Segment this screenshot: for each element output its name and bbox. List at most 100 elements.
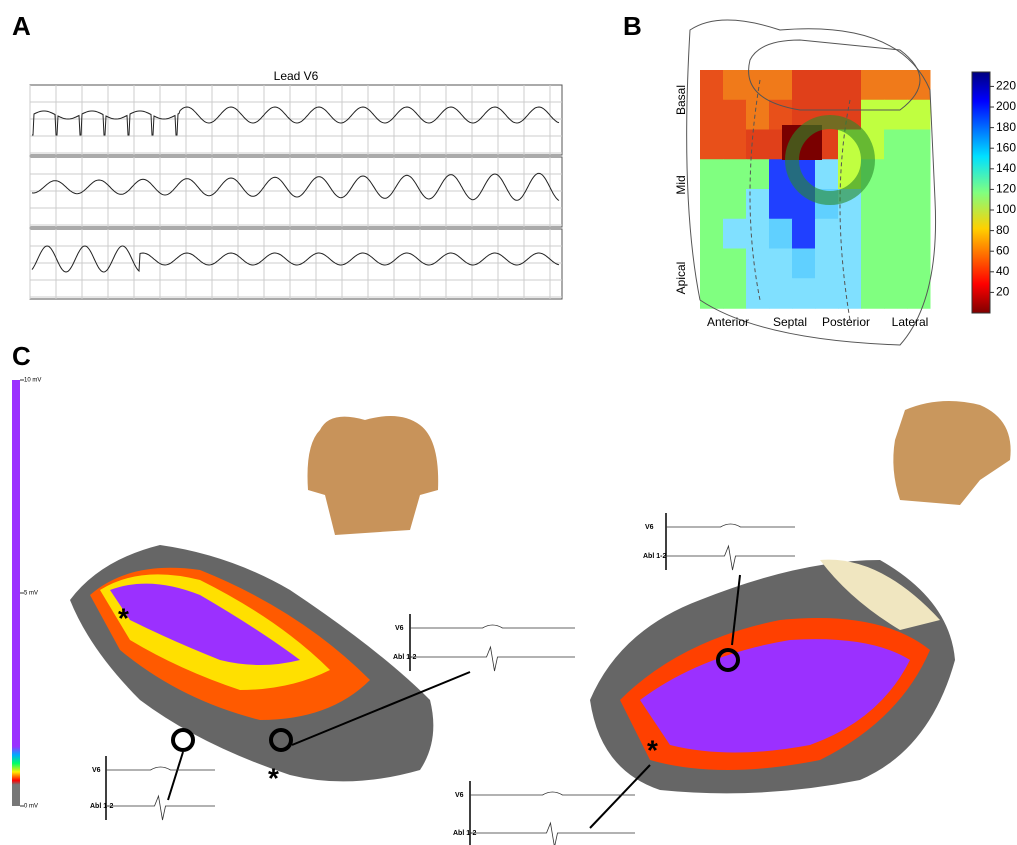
inset-trace xyxy=(410,625,575,628)
map-cell xyxy=(700,249,724,280)
ecg-strip xyxy=(30,157,562,227)
scale-tick-label: 10 mV xyxy=(24,378,41,384)
ecg-panel xyxy=(30,85,562,299)
colorbar-tick-label: 20 xyxy=(996,285,1010,299)
map-cell xyxy=(792,70,816,101)
colorbar-tick-label: 160 xyxy=(996,140,1016,154)
map-cell xyxy=(746,130,770,161)
torso xyxy=(308,401,1011,535)
lead-label: V6 xyxy=(645,524,654,531)
map-cell xyxy=(700,278,724,309)
map-cell xyxy=(700,189,724,220)
svg-text:*: * xyxy=(118,602,129,633)
ecg-strip xyxy=(30,85,562,155)
svg-text:*: * xyxy=(268,762,279,793)
panel-label: A xyxy=(12,11,31,41)
map-cell xyxy=(723,249,747,280)
map-cell xyxy=(700,100,724,131)
map-cell xyxy=(700,219,724,250)
scale-tick-label: 0 mV xyxy=(24,804,38,810)
map-cell xyxy=(723,278,747,309)
map-cell xyxy=(838,249,862,280)
map-cell xyxy=(792,249,816,280)
map-cell xyxy=(907,219,931,250)
lead-label: V6 xyxy=(395,625,404,632)
lead-label: V6 xyxy=(92,767,101,774)
map-cell xyxy=(792,278,816,309)
map-cell xyxy=(723,189,747,220)
colorbar-tick-label: 220 xyxy=(996,79,1016,93)
map-cell xyxy=(815,159,839,190)
map-cell xyxy=(746,159,770,190)
inset-trace xyxy=(106,796,215,820)
column-label: Anterior xyxy=(707,315,749,329)
map-cell xyxy=(769,70,793,101)
map-cell xyxy=(769,278,793,309)
map-cell xyxy=(861,249,885,280)
map-cell xyxy=(700,159,724,190)
panel-label: C xyxy=(12,341,31,371)
map-cell xyxy=(907,159,931,190)
map-cell xyxy=(769,219,793,250)
inset-trace xyxy=(666,546,795,570)
map-cell xyxy=(884,249,908,280)
map-cell xyxy=(861,189,885,220)
colorbar-tick-label: 120 xyxy=(996,182,1016,196)
map-cell xyxy=(861,219,885,250)
map-cell xyxy=(884,278,908,309)
lead-label: V6 xyxy=(455,792,464,799)
map-cell xyxy=(723,130,747,161)
voltage-map xyxy=(70,545,955,793)
colorbar-tick-label: 140 xyxy=(996,161,1016,175)
map-cell xyxy=(838,278,862,309)
map-cell xyxy=(700,70,724,101)
map-cell xyxy=(861,100,885,131)
panel-label: B xyxy=(623,11,642,41)
map-cell xyxy=(792,219,816,250)
map-cell xyxy=(746,100,770,131)
map-cell xyxy=(746,278,770,309)
inset-trace xyxy=(666,524,795,527)
map-cell xyxy=(723,70,747,101)
column-label: Septal xyxy=(773,315,807,329)
map-cell xyxy=(838,219,862,250)
map-cell xyxy=(746,249,770,280)
map-cell xyxy=(861,70,885,101)
ecg-trace xyxy=(32,173,559,200)
map-cell xyxy=(815,249,839,280)
svg-text:*: * xyxy=(647,734,658,765)
map-cell xyxy=(884,130,908,161)
figure: A B C Lead V6 Basal Mid Apical Anterior … xyxy=(0,0,1017,845)
map-cell xyxy=(861,278,885,309)
colorbar-tick-label: 60 xyxy=(996,243,1010,257)
column-label: Lateral xyxy=(892,315,929,329)
inset-trace xyxy=(410,647,575,671)
map-cell xyxy=(884,159,908,190)
inset-trace xyxy=(470,792,635,795)
map-cell xyxy=(884,219,908,250)
map-cell xyxy=(907,70,931,101)
map-cell xyxy=(723,159,747,190)
row-label: Mid xyxy=(674,175,688,194)
lead-label: Abl 1-2 xyxy=(643,553,666,560)
map-cell xyxy=(907,100,931,131)
colorbar xyxy=(972,72,990,313)
map-cell xyxy=(884,70,908,101)
map-cell xyxy=(838,70,862,101)
map-cell xyxy=(907,249,931,280)
row-label: Basal xyxy=(674,85,688,115)
map-cell xyxy=(723,100,747,131)
colorbar-tick-label: 180 xyxy=(996,120,1016,134)
colorbar-tick-label: 200 xyxy=(996,99,1016,113)
colorbar-tick-label: 40 xyxy=(996,264,1010,278)
map-cell xyxy=(884,189,908,220)
map-cell xyxy=(700,130,724,161)
map-cell xyxy=(884,100,908,131)
ecg-title: Lead V6 xyxy=(274,69,319,83)
map-cell xyxy=(769,249,793,280)
map-cell xyxy=(815,219,839,250)
colorbar-tick-label: 80 xyxy=(996,223,1010,237)
inset-trace xyxy=(470,823,635,845)
scale-tick-label: 5 mV xyxy=(24,591,38,597)
ecg-strip xyxy=(30,229,562,299)
